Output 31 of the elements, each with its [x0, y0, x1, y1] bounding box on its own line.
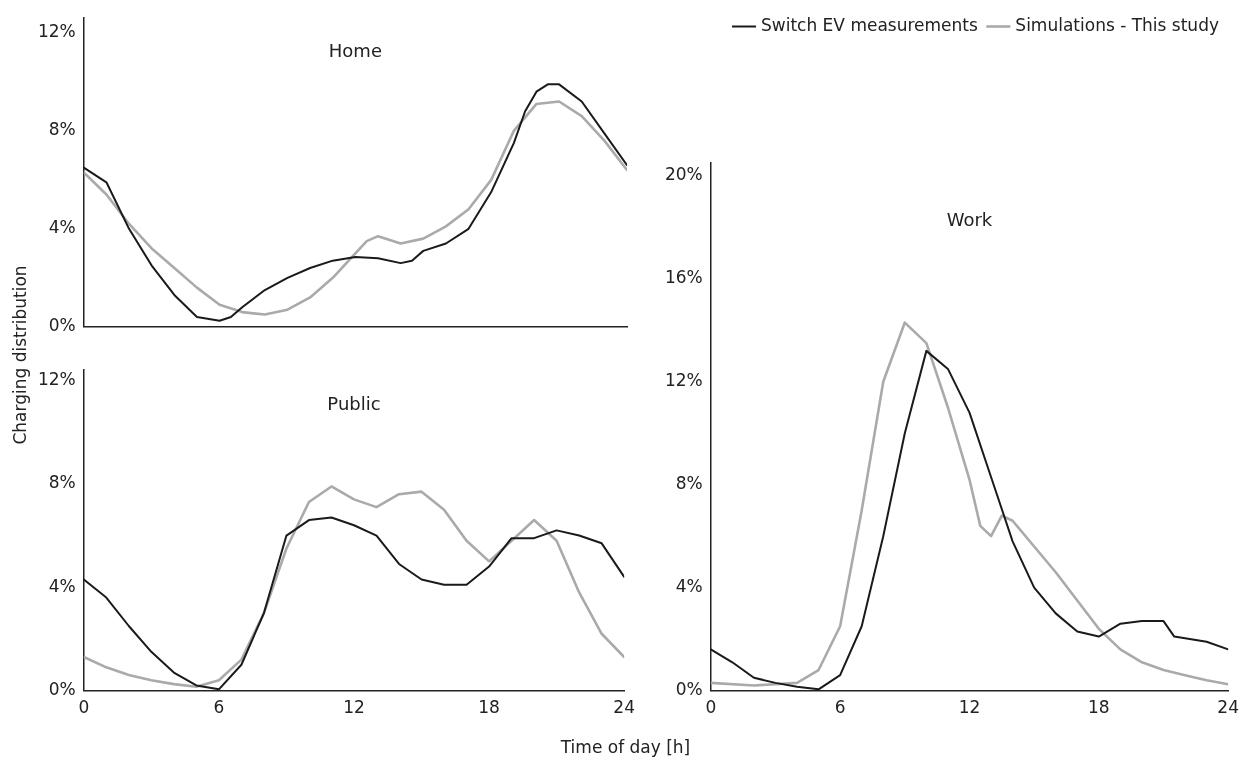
y-tick-label: 0%	[48, 315, 76, 336]
y-tick-label: 0%	[48, 679, 76, 700]
y-tick-label: 0%	[675, 679, 703, 700]
y-tick-label: 4%	[48, 575, 76, 596]
y-tick-label: 8%	[48, 472, 76, 493]
x-tick-label: 24	[613, 697, 635, 718]
y-tick-label: 4%	[48, 217, 76, 238]
legend-label: Simulations - This study	[1015, 14, 1220, 35]
y-tick-label: 8%	[48, 119, 76, 140]
y-tick-label: 8%	[675, 473, 703, 494]
text: Home	[328, 39, 382, 61]
y-tick-label: 12%	[37, 21, 76, 42]
x-tick-label: 0	[705, 697, 717, 718]
x-axis-title: Time of day [h]	[559, 737, 692, 757]
x-tick-label: 0	[78, 697, 90, 718]
x-tick-label: 6	[213, 697, 225, 718]
legend-label: Switch EV measurements	[761, 14, 978, 35]
y-tick-label: 20%	[664, 164, 703, 185]
y-tick-label: 12%	[664, 370, 703, 391]
y-axis-title: Charging distribution	[10, 265, 30, 445]
x-tick-label: 12	[958, 697, 981, 718]
x-tick-label: 6	[834, 697, 846, 718]
y-tick-label: 4%	[675, 576, 703, 597]
x-tick-label: 12	[343, 697, 365, 718]
text: Public	[327, 393, 381, 415]
text: Work	[946, 208, 993, 230]
x-tick-label: 18	[478, 697, 500, 718]
x-tick-label: 18	[1088, 697, 1110, 718]
y-tick-label: 16%	[664, 267, 703, 288]
y-tick-label: 12%	[37, 368, 76, 389]
x-tick-label: 24	[1217, 697, 1239, 718]
